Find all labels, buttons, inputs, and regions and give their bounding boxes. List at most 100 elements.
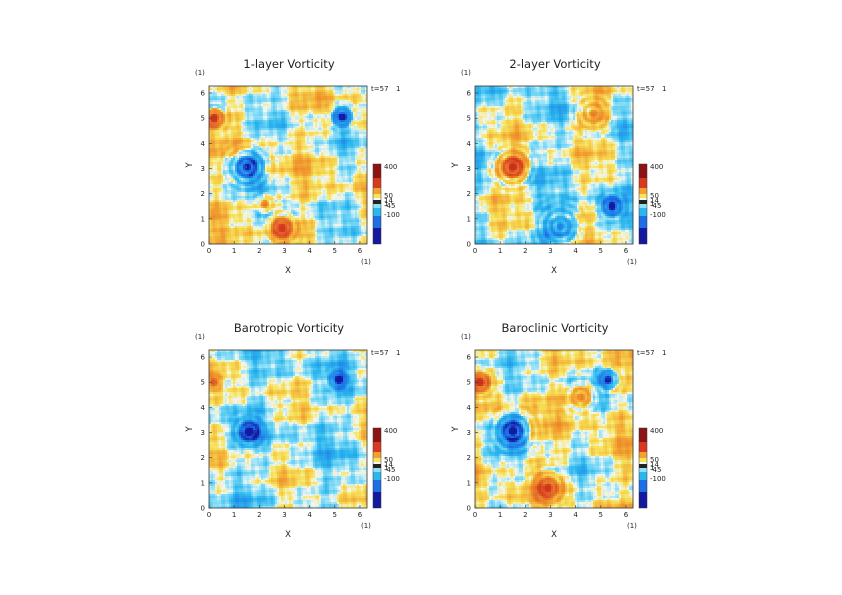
heatmap-cell xyxy=(255,162,257,164)
heatmap-cell xyxy=(241,202,243,204)
heatmap-cell xyxy=(343,94,345,96)
heatmap-cell xyxy=(299,158,301,160)
heatmap-cell xyxy=(291,94,293,96)
heatmap-cell xyxy=(273,98,275,100)
heatmap-cell xyxy=(257,158,259,160)
heatmap-cell xyxy=(299,162,301,164)
heatmap-cell xyxy=(323,148,325,150)
heatmap-cell xyxy=(251,190,253,192)
heatmap-cell xyxy=(215,92,217,94)
heatmap-cell xyxy=(335,186,337,188)
heatmap-cell xyxy=(283,182,285,184)
heatmap-cell xyxy=(231,196,233,198)
heatmap-cell xyxy=(323,116,325,118)
heatmap-cell xyxy=(277,180,279,182)
heatmap-cell xyxy=(237,152,239,154)
heatmap-cell xyxy=(273,146,275,148)
heatmap-cell xyxy=(245,98,247,100)
heatmap-cell xyxy=(247,142,249,144)
heatmap-cell xyxy=(229,150,231,152)
heatmap-cell xyxy=(285,208,287,210)
heatmap-cell xyxy=(283,206,285,208)
heatmap-cell xyxy=(275,102,277,104)
heatmap-cell xyxy=(259,164,261,166)
heatmap-cell xyxy=(239,132,241,134)
heatmap-cell xyxy=(231,194,233,196)
heatmap-cell xyxy=(243,124,245,126)
heatmap-cell xyxy=(355,148,357,150)
heatmap-cell xyxy=(265,110,267,112)
heatmap-cell xyxy=(247,170,249,172)
heatmap-cell xyxy=(265,158,267,160)
heatmap-cell xyxy=(313,100,315,102)
heatmap-cell xyxy=(301,102,303,104)
heatmap-cell xyxy=(229,92,231,94)
heatmap-cell xyxy=(317,100,319,102)
heatmap-cell xyxy=(337,174,339,176)
heatmap-cell xyxy=(223,202,225,204)
heatmap-cell xyxy=(301,162,303,164)
heatmap-cell xyxy=(339,206,341,208)
heatmap-cell xyxy=(213,124,215,126)
heatmap-cell xyxy=(309,96,311,98)
heatmap-cell xyxy=(251,192,253,194)
heatmap-cell xyxy=(283,130,285,132)
heatmap-cell xyxy=(291,140,293,142)
heatmap-cell xyxy=(309,138,311,140)
heatmap-cell xyxy=(347,178,349,180)
heatmap-cell xyxy=(303,174,305,176)
heatmap-cell xyxy=(255,158,257,160)
heatmap-cell xyxy=(221,208,223,210)
heatmap-cell xyxy=(215,208,217,210)
heatmap-cell xyxy=(311,128,313,130)
heatmap-cell xyxy=(279,118,281,120)
heatmap-cell xyxy=(215,88,217,90)
heatmap-cell xyxy=(285,96,287,98)
heatmap-cell xyxy=(313,104,315,106)
heatmap-cell xyxy=(319,130,321,132)
heatmap-cell xyxy=(211,184,213,186)
heatmap-cell xyxy=(261,178,263,180)
heatmap-cell xyxy=(213,130,215,132)
heatmap-cell xyxy=(359,186,361,188)
heatmap-cell xyxy=(255,92,257,94)
heatmap-cell xyxy=(247,124,249,126)
heatmap-cell xyxy=(301,126,303,128)
heatmap-cell xyxy=(317,182,319,184)
heatmap-cell xyxy=(325,88,327,90)
heatmap-cell xyxy=(339,134,341,136)
heatmap-cell xyxy=(229,182,231,184)
heatmap-cell xyxy=(257,104,259,106)
heatmap-cell xyxy=(347,94,349,96)
heatmap-cell xyxy=(293,156,295,158)
heatmap-cell xyxy=(315,198,317,200)
heatmap-cell xyxy=(233,194,235,196)
heatmap-cell xyxy=(311,176,313,178)
heatmap-cell xyxy=(327,126,329,128)
heatmap-cell xyxy=(301,128,303,130)
heatmap-cell xyxy=(335,110,337,112)
heatmap-cell xyxy=(307,102,309,104)
heatmap-cell xyxy=(335,128,337,130)
heatmap-cell xyxy=(247,208,249,210)
heatmap-cell xyxy=(309,122,311,124)
heatmap-cell xyxy=(295,190,297,192)
heatmap-cell xyxy=(295,92,297,94)
heatmap-cell xyxy=(289,152,291,154)
heatmap-cell xyxy=(281,200,283,202)
heatmap-cell xyxy=(255,204,257,206)
heatmap-cell xyxy=(317,136,319,138)
heatmap-cell xyxy=(271,192,273,194)
heatmap-cell xyxy=(271,126,273,128)
heatmap-cell xyxy=(267,134,269,136)
heatmap-cell xyxy=(291,180,293,182)
heatmap-cell xyxy=(339,208,341,210)
heatmap-cell xyxy=(229,194,231,196)
heatmap-cell xyxy=(283,112,285,114)
heatmap-cell xyxy=(285,150,287,152)
heatmap-cell xyxy=(235,156,237,158)
heatmap-cell xyxy=(345,154,347,156)
heatmap-cell xyxy=(291,204,293,206)
heatmap-cell xyxy=(289,168,291,170)
heatmap-cell xyxy=(229,212,231,214)
